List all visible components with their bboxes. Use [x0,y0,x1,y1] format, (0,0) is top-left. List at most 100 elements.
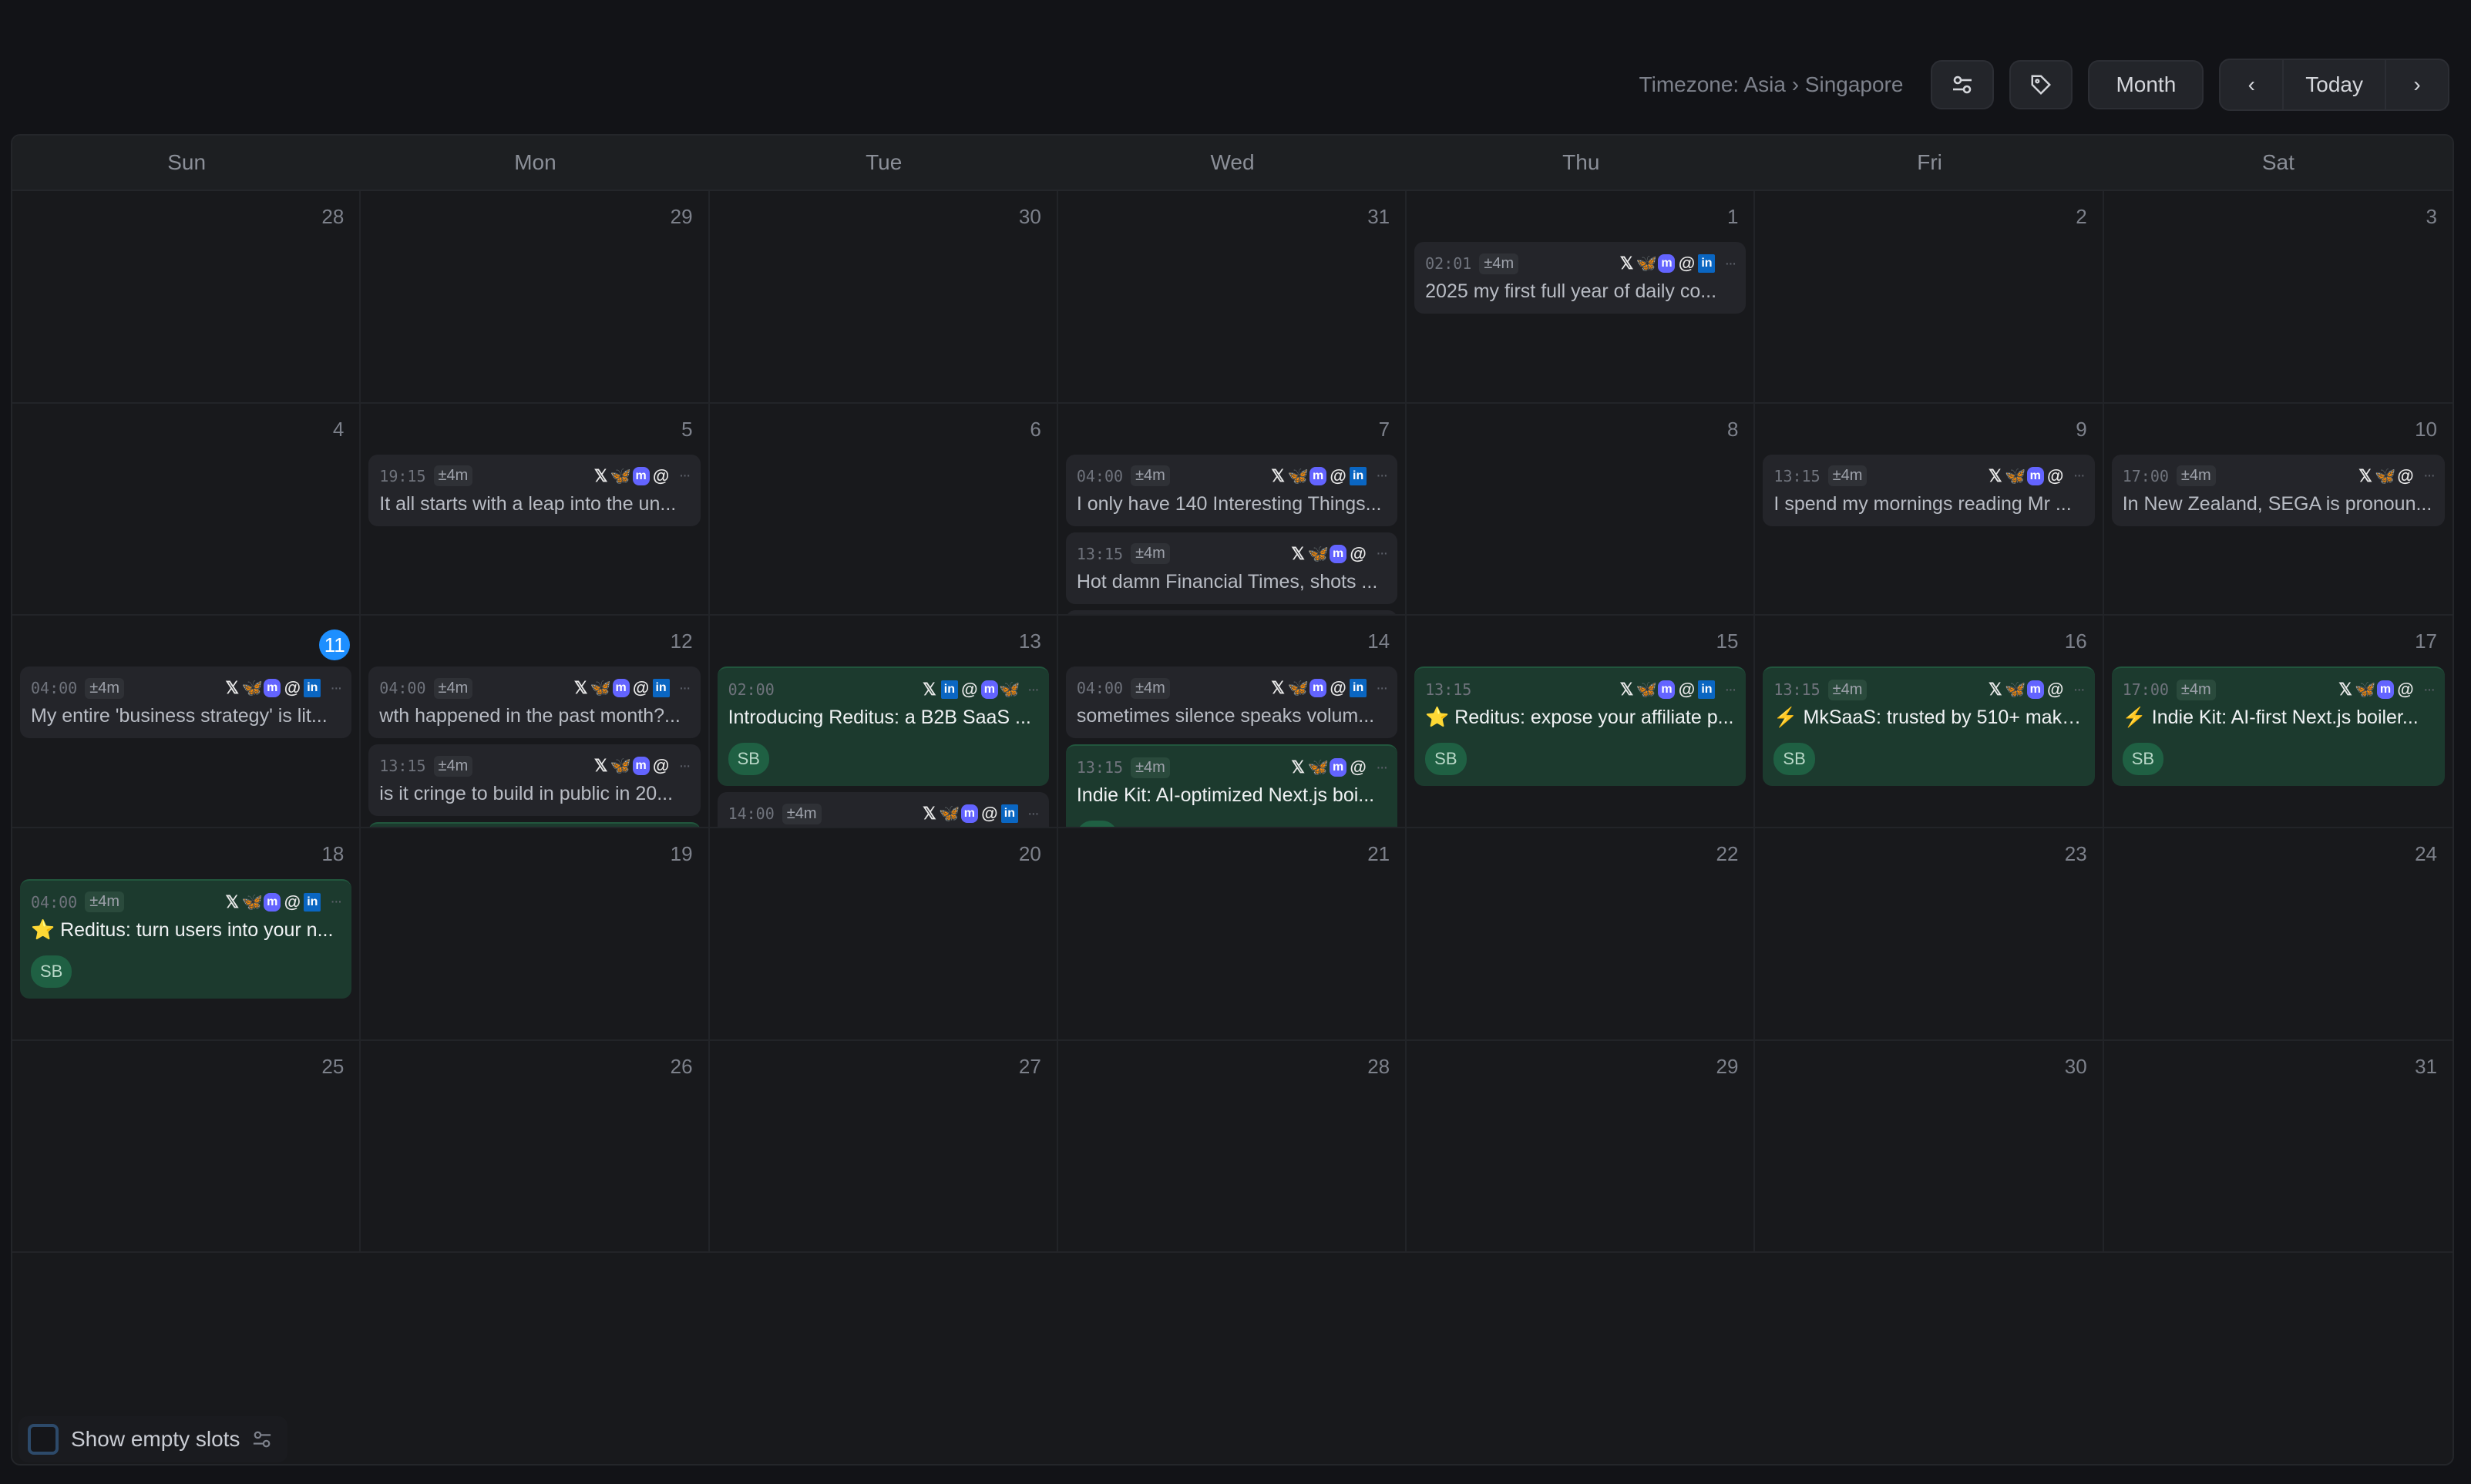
more-options-icon[interactable]: ··· [1027,680,1040,698]
more-options-icon[interactable]: ··· [1376,545,1388,562]
show-empty-slots-toggle[interactable]: Show empty slots [18,1416,288,1462]
day-cell[interactable]: 11 04:00 ±4m 𝕏 🦋 m @ in ··· My entire 'business s… [12,616,361,828]
day-cell[interactable]: 1 02:01 ±4m 𝕏 🦋 m @ in ··· 2025 my first full yea… [1407,191,1756,404]
post-time: 04:00 [1076,466,1124,485]
x-icon: 𝕏 [573,678,588,698]
more-options-icon[interactable]: ··· [2423,467,2436,485]
day-cell[interactable]: 16 13:15 ±4m 𝕏 🦋 m @ ··· ⚡ MkSaaS: trusted by 51… [1755,616,2104,828]
day-cell[interactable]: 25 [12,1040,361,1254]
day-cell[interactable]: 18 04:00 ±4m 𝕏 🦋 m @ in ··· ⭐ Reditus: turn users… [12,828,361,1041]
more-options-icon[interactable]: ··· [1027,804,1040,822]
day-cell[interactable]: 20 [709,828,1058,1041]
more-options-icon[interactable]: ··· [2423,680,2436,698]
post-card[interactable]: 04:00 ±4m 𝕏 🦋 m @ in ··· I only have 140 Interes… [1065,454,1398,526]
day-cell[interactable]: 2 [1755,191,2104,404]
tags-button[interactable] [2009,60,2073,109]
post-time: 13:15 [1773,466,1820,485]
day-cell[interactable]: 10 17:00 ±4m 𝕏 🦋 @ ··· In New Zealand, SEGA is … [2103,404,2453,616]
threads-icon: @ [1330,465,1346,485]
day-cell[interactable]: 19 [361,828,710,1041]
post-card[interactable]: 17:00 ±4m 𝕏 🦋 @ ··· In New Zealand, SEGA is pr… [2111,454,2445,526]
day-cell[interactable]: 28 [1057,1040,1407,1254]
day-cell[interactable]: 15 13:15 𝕏 🦋 m @ in ··· ⭐ Reditus: expose your a… [1407,616,1756,828]
day-cell[interactable]: 28 [12,191,361,404]
day-cell[interactable]: 31 [2103,1041,2453,1254]
more-options-icon[interactable]: ··· [330,893,342,911]
more-options-icon[interactable]: ··· [1376,467,1388,485]
day-cell[interactable]: 31 [1057,191,1407,404]
day-cell[interactable]: 9 13:15 ±4m 𝕏 🦋 m @ ··· I spend my mornings read… [1755,403,2104,616]
day-number-text: 2 [2076,205,2087,228]
post-card[interactable]: 13:15 ±4m 𝕏 🦋 m @ ··· ⚡ MkSaaS: trusted by 510+… [1763,666,2095,787]
timezone-label[interactable]: Timezone: Asia › Singapore [1639,72,1904,96]
day-cell[interactable]: 29 [1407,1040,1756,1254]
day-cell[interactable]: 30 [709,191,1058,404]
day-number: 3 [2112,205,2445,236]
bluesky-icon: 🦋 [1307,543,1329,563]
post-card[interactable]: 04:00 ±4m 𝕏 🦋 m @ in ··· sometimes silence speak… [1065,666,1398,739]
today-button[interactable]: Today [2282,60,2386,109]
more-options-icon[interactable]: ··· [1376,758,1388,776]
x-icon: 𝕏 [225,891,240,912]
more-options-icon[interactable]: ··· [678,467,691,485]
prev-month-button[interactable]: ‹ [2221,60,2282,109]
more-options-icon[interactable]: ··· [1376,679,1388,697]
more-options-icon[interactable]: ··· [1724,680,1736,698]
day-cell[interactable]: 7 04:00 ±4m 𝕏 🦋 m @ in ··· I only have 140 Intere… [1057,403,1407,616]
day-cell[interactable]: 14 04:00 ±4m 𝕏 🦋 m @ in ··· sometimes silence spe… [1057,616,1407,828]
post-card[interactable]: 13:15 ±4m 𝕏 🦋 m @ ··· is it cringe to build in … [368,744,701,817]
more-options-icon[interactable]: ··· [330,679,342,697]
day-number-text: 6 [1030,417,1041,441]
day-cell[interactable]: 27 [709,1040,1058,1254]
more-options-icon[interactable]: ··· [678,679,691,697]
more-options-icon[interactable]: ··· [2073,680,2086,698]
post-card[interactable]: 14:00±4m𝕏🦋m@in···A dream that you don't … [717,792,1049,827]
post-card[interactable]: 13:15 ±4m 𝕏 🦋 m @ ··· I spend my mornings readi… [1763,454,2095,526]
day-cell[interactable]: 24 [2103,828,2453,1041]
bluesky-icon: 🦋 [1287,465,1309,485]
weekday-sun: Sun [167,150,207,174]
post-card[interactable]: 19:15 ±4m 𝕏 🦋 m @ ··· It all starts with a leap… [368,454,701,526]
sliders-icon[interactable] [252,1429,272,1449]
post-card[interactable]: 13:15 ±4m 𝕏 🦋 m @ ··· Hot damn Financial Times,… [1065,532,1398,604]
post-card[interactable]: 17:00 ±4m 𝕏 🦋 m @ ··· ⚡ Indie Kit: AI-first Nex… [2111,666,2445,787]
day-cell[interactable]: 29 [361,191,710,404]
post-card[interactable]: 19:15±4m𝕏🦋@in···“Listen to music or spor… [1065,609,1398,615]
day-number: 18 [20,842,351,873]
post-card[interactable]: 04:00 ±4m 𝕏 🦋 m @ in ··· ⭐ Reditus: turn users i… [20,878,352,999]
day-cell[interactable]: 23 [1755,828,2104,1041]
view-select-month[interactable]: Month [2088,60,2204,109]
bluesky-icon: 🦋 [241,678,263,698]
day-cell[interactable]: 21 [1057,828,1407,1041]
post-text: ⚡ Indie Kit: AI-first Next.js boiler... [2122,707,2419,729]
post-meta: 13:15 ±4m 𝕏 🦋 m @ ··· [379,754,691,778]
day-cell[interactable]: 22 [1407,828,1756,1041]
more-options-icon[interactable]: ··· [2073,467,2086,485]
day-cell[interactable]: 12 04:00 ±4m 𝕏 🦋 m @ in ··· wth happened in the p… [361,616,710,828]
post-card[interactable]: 13:15 ±4m 𝕏 🦋 m @ ··· Indie Kit: AI-optimized N… [1065,744,1398,827]
post-text: ⭐ Reditus: turn users into your n... [31,918,334,941]
day-cell[interactable]: 3 [2103,191,2453,404]
post-card[interactable]: 02:01 ±4m 𝕏 🦋 m @ in ··· 2025 my first full year… [1414,242,1747,314]
post-card[interactable]: 19:15±4m𝕏🦋m@···Introducing MkSaaS: compl… [368,822,701,827]
show-empty-slots-checkbox[interactable] [28,1424,59,1455]
filter-button[interactable] [1931,60,1995,109]
post-card[interactable]: 13:15 𝕏 🦋 m @ in ··· ⭐ Reditus: expose your aff… [1414,666,1747,787]
mastodon-icon: m [1658,680,1676,700]
day-cell[interactable]: 4 [12,403,361,616]
day-cell[interactable]: 26 [361,1040,710,1254]
day-cell[interactable]: 5 19:15 ±4m 𝕏 🦋 m @ ··· It all starts with a lea… [361,403,710,616]
more-options-icon[interactable]: ··· [1724,254,1736,272]
more-options-icon[interactable]: ··· [678,757,691,774]
post-card[interactable]: 04:00 ±4m 𝕏 🦋 m @ in ··· My entire 'business str… [20,666,352,739]
day-number-text: 15 [1716,630,1739,653]
day-cell[interactable]: 6 [709,403,1058,616]
next-month-button[interactable]: › [2386,60,2448,109]
day-cell[interactable]: 17 17:00 ±4m 𝕏 🦋 m @ ··· ⚡ Indie Kit: AI-first N… [2103,616,2453,828]
bluesky-icon: 🦋 [2005,680,2026,700]
post-card[interactable]: 04:00 ±4m 𝕏 🦋 m @ in ··· wth happened in the pas… [368,666,701,739]
day-cell[interactable]: 30 [1755,1040,2104,1254]
day-cell[interactable]: 8 [1407,403,1756,616]
